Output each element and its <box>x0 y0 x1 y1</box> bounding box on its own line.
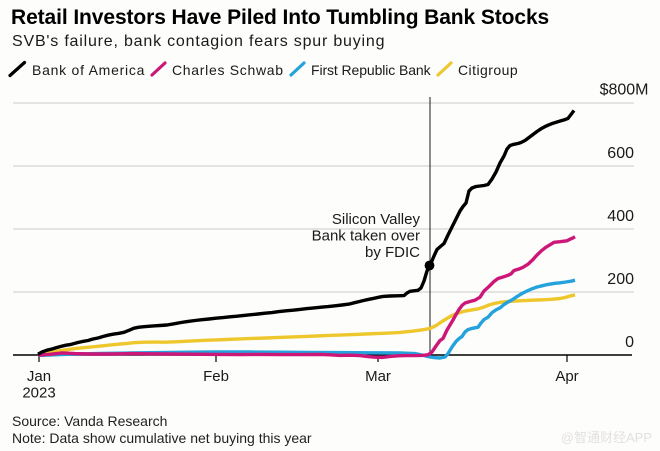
svg-text:$800M: $800M <box>600 82 649 99</box>
svg-text:Mar: Mar <box>365 368 391 385</box>
svg-text:Apr: Apr <box>555 368 578 385</box>
svg-text:200: 200 <box>607 271 634 288</box>
svg-text:600: 600 <box>607 145 634 162</box>
svg-text:2023: 2023 <box>22 385 55 402</box>
svg-text:by FDIC: by FDIC <box>365 244 420 261</box>
svg-text:Jan: Jan <box>27 368 51 385</box>
svg-text:0: 0 <box>625 334 634 351</box>
svg-text:Bank taken over: Bank taken over <box>312 228 420 245</box>
svg-text:Silicon Valley: Silicon Valley <box>332 211 421 228</box>
svg-text:400: 400 <box>607 208 634 225</box>
svg-text:Feb: Feb <box>203 368 229 385</box>
